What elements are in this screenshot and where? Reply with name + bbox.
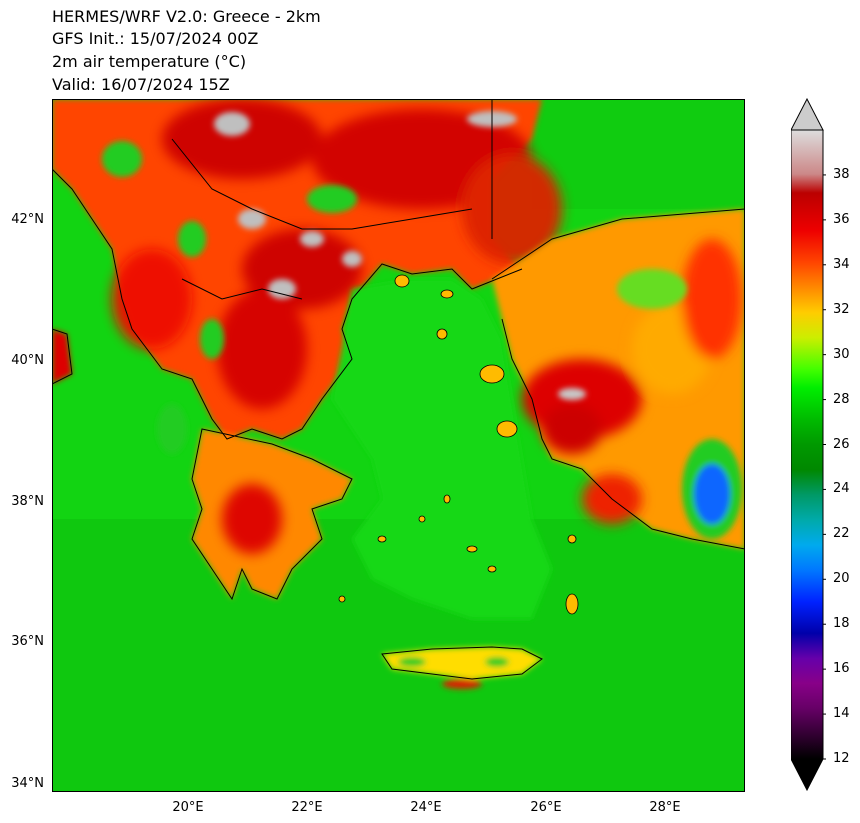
lon-label-22: 22°E [291, 800, 323, 815]
aegean-sea [332, 279, 552, 619]
colorbar-tick-label: 16 [833, 661, 850, 677]
colorbar-tick-label: 36 [833, 211, 850, 227]
colorbar-tick-label: 12 [833, 751, 850, 766]
lat-label-42: 42°N [11, 212, 44, 227]
map-frame [52, 99, 745, 792]
colorbar-extend-min [791, 758, 824, 792]
anatolia-hot [522, 239, 742, 524]
colorbar-tick-label: 18 [833, 616, 850, 632]
colorbar [791, 98, 826, 792]
crete-island [382, 647, 542, 689]
colorbar-tick-label: 28 [833, 391, 850, 407]
lon-label-26: 26°E [530, 800, 562, 815]
colorbar-tick-label: 26 [833, 436, 850, 452]
lat-label-38: 38°N [11, 494, 44, 509]
colorbar-tick-label: 30 [833, 346, 850, 362]
cool-spots [102, 141, 357, 454]
black-sea [532, 99, 745, 209]
colorbar-tick-label: 24 [833, 481, 850, 497]
hot-regions [112, 99, 562, 554]
lat-label-40: 40°N [11, 353, 44, 368]
anatolia-cool [558, 269, 742, 539]
colorbar-tick-label: 22 [833, 526, 850, 542]
colorbar-gradient [791, 129, 824, 760]
colorbar-tick-label: 34 [833, 256, 850, 272]
colorbar-tick-label: 14 [833, 706, 850, 722]
coastlines [52, 99, 745, 680]
variable-label: 2m air temperature (°C) [52, 52, 247, 71]
temperature-map [52, 99, 745, 792]
lon-label-28: 28°E [649, 800, 681, 815]
colorbar-tick-label: 38 [833, 166, 850, 182]
valid-time-label: Valid: 16/07/2024 15Z [52, 75, 230, 94]
lat-label-34: 34°N [11, 776, 44, 791]
aegean-islands [338, 274, 579, 615]
lat-label-36: 36°N [11, 634, 44, 649]
lon-label-24: 24°E [410, 800, 442, 815]
lon-label-20: 20°E [172, 800, 204, 815]
map-title: HERMES/WRF V2.0: Greece - 2km [52, 7, 321, 26]
init-time-label: GFS Init.: 15/07/2024 00Z [52, 29, 259, 48]
colorbar-tick-label: 20 [833, 571, 850, 587]
colorbar-tick-label: 32 [833, 301, 850, 317]
colorbar-extend-max [791, 98, 824, 131]
